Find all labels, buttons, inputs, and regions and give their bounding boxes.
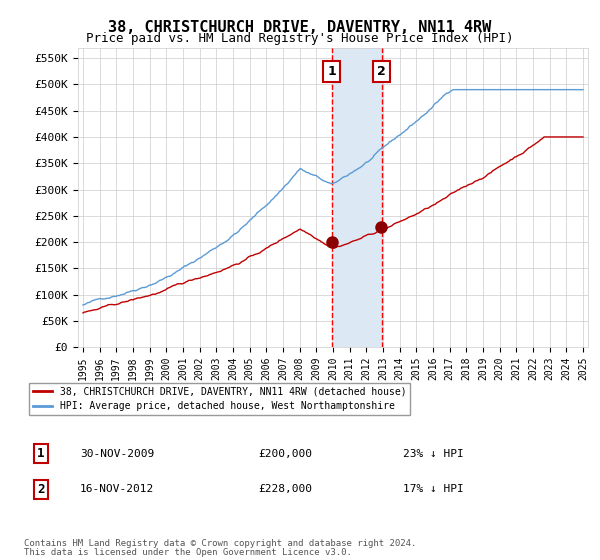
Text: 1: 1 <box>37 447 44 460</box>
Text: This data is licensed under the Open Government Licence v3.0.: This data is licensed under the Open Gov… <box>24 548 352 557</box>
Text: £200,000: £200,000 <box>259 449 313 459</box>
Bar <box>332 48 382 347</box>
Legend: 38, CHRISTCHURCH DRIVE, DAVENTRY, NN11 4RW (detached house), HPI: Average price,: 38, CHRISTCHURCH DRIVE, DAVENTRY, NN11 4… <box>29 382 410 416</box>
Text: 30-NOV-2009: 30-NOV-2009 <box>80 449 154 459</box>
Text: 1: 1 <box>327 65 336 78</box>
Text: £228,000: £228,000 <box>259 484 313 494</box>
Text: 16-NOV-2012: 16-NOV-2012 <box>80 484 154 494</box>
Text: 17% ↓ HPI: 17% ↓ HPI <box>403 484 464 494</box>
Text: Contains HM Land Registry data © Crown copyright and database right 2024.: Contains HM Land Registry data © Crown c… <box>24 539 416 548</box>
Text: 38, CHRISTCHURCH DRIVE, DAVENTRY, NN11 4RW: 38, CHRISTCHURCH DRIVE, DAVENTRY, NN11 4… <box>109 20 491 35</box>
Text: 23% ↓ HPI: 23% ↓ HPI <box>403 449 464 459</box>
Text: 2: 2 <box>37 483 44 496</box>
Text: Price paid vs. HM Land Registry's House Price Index (HPI): Price paid vs. HM Land Registry's House … <box>86 32 514 45</box>
Text: 2: 2 <box>377 65 386 78</box>
